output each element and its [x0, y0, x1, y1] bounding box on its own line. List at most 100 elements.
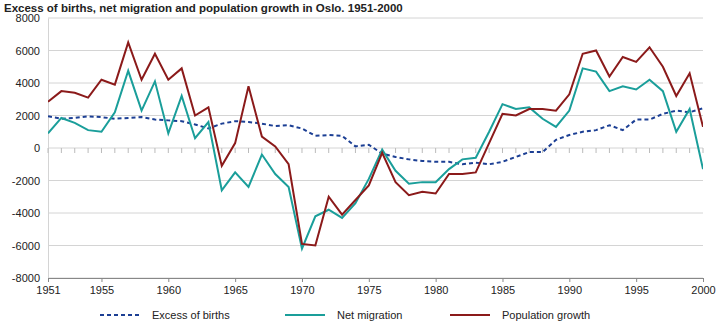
year-tick	[181, 148, 182, 153]
grid-line	[48, 245, 703, 246]
year-tick	[689, 148, 690, 153]
x-tick: 1965	[223, 278, 247, 296]
x-tick: 1985	[491, 278, 515, 296]
year-tick	[569, 148, 570, 153]
legend-label: Population growth	[502, 309, 590, 321]
year-tick	[622, 148, 623, 153]
year-tick	[301, 148, 302, 153]
year-tick	[275, 148, 276, 153]
x-tick-mark	[235, 278, 236, 282]
y-tick-label: -2000	[12, 175, 40, 187]
year-tick	[475, 148, 476, 153]
x-tick-mark	[302, 278, 303, 282]
year-tick	[395, 148, 396, 153]
x-tick-mark	[569, 278, 570, 282]
y-tick: -4000	[12, 207, 48, 219]
x-tick-mark	[436, 278, 437, 282]
y-tick: 6000	[16, 45, 48, 57]
x-tick-mark	[369, 278, 370, 282]
legend-label: Excess of births	[152, 309, 230, 321]
y-tick: -2000	[12, 175, 48, 187]
x-tick: 1955	[90, 278, 114, 296]
x-tick-label: 1975	[357, 284, 381, 296]
year-tick	[235, 148, 236, 153]
x-tick-label: 1970	[290, 284, 314, 296]
year-tick	[422, 148, 423, 153]
year-tick	[662, 148, 663, 153]
x-tick-label: 1990	[558, 284, 582, 296]
lines	[48, 42, 703, 248]
year-tick	[48, 148, 49, 153]
y-axis-line	[48, 19, 49, 279]
x-tick-label: 1995	[624, 284, 648, 296]
x-tick-label: 1965	[223, 284, 247, 296]
y-tick-label: 6000	[16, 45, 40, 57]
chart: Excess of births, net migration and popu…	[0, 0, 717, 327]
year-tick	[609, 148, 610, 153]
y-tick: -8000	[12, 272, 48, 284]
year-tick	[462, 148, 463, 153]
x-axis-line	[49, 279, 704, 283]
grid-line	[48, 180, 703, 181]
year-tick	[61, 148, 62, 153]
legend-swatch	[285, 314, 325, 316]
year-tick	[596, 148, 597, 153]
year-tick	[529, 148, 530, 153]
year-tick	[449, 148, 450, 153]
year-tick	[168, 148, 169, 153]
x-tick: 1975	[357, 278, 381, 296]
x-tick-mark	[48, 278, 49, 282]
x-tick: 1960	[157, 278, 181, 296]
year-tick	[195, 148, 196, 153]
title: Excess of births, net migration and popu…	[4, 2, 403, 14]
series-line	[48, 68, 703, 248]
year-tick	[649, 148, 650, 153]
y-tick: -6000	[12, 240, 48, 252]
year-tick	[676, 148, 677, 153]
year-tick	[582, 148, 583, 153]
x-tick-label: 1960	[157, 284, 181, 296]
year-tick	[315, 148, 316, 153]
year-tick	[368, 148, 369, 153]
grid-line	[48, 18, 703, 19]
grid-line	[48, 115, 703, 116]
x-tick-mark	[502, 278, 503, 282]
x-tick: 1995	[624, 278, 648, 296]
y-tick: 2000	[16, 110, 48, 122]
legend-label: Net migration	[337, 309, 402, 321]
y-tick: 0	[34, 142, 48, 154]
year-tick	[154, 148, 155, 153]
x-tick-mark	[636, 278, 637, 282]
grid	[48, 18, 703, 278]
year-tick	[208, 148, 209, 153]
year-tick	[221, 148, 222, 153]
year-tick	[74, 148, 75, 153]
year-tick	[261, 148, 262, 153]
x-tick-mark	[168, 278, 169, 282]
series-line	[48, 42, 703, 245]
y-tick-label: -6000	[12, 240, 40, 252]
y-tick-label: -8000	[12, 272, 40, 284]
year-tick	[128, 148, 129, 153]
x-tick: 1951	[36, 278, 60, 296]
year-tick	[114, 148, 115, 153]
year-tick	[636, 148, 637, 153]
y-tick: 4000	[16, 77, 48, 89]
series-line	[48, 108, 703, 164]
x-tick: 1980	[424, 278, 448, 296]
y-tick-label: -4000	[12, 207, 40, 219]
year-tick	[502, 148, 503, 153]
plot: -8000 -6000 -4000 -2000 0 2000 4000 6000 8000 195…	[12, 12, 716, 296]
y-axis: -8000 -6000 -4000 -2000 0 2000 4000 6000 8000	[12, 12, 49, 284]
x-tick: 2000	[691, 278, 715, 296]
year-tick	[248, 148, 249, 153]
year-tick	[555, 148, 556, 153]
x-tick: 1970	[290, 278, 314, 296]
year-tick	[489, 148, 490, 153]
y-tick-label: 2000	[16, 110, 40, 122]
y-tick: 8000	[16, 12, 48, 24]
year-tick	[703, 148, 704, 153]
year-tick	[288, 148, 289, 153]
year-tick	[515, 148, 516, 153]
year-tick	[342, 148, 343, 153]
